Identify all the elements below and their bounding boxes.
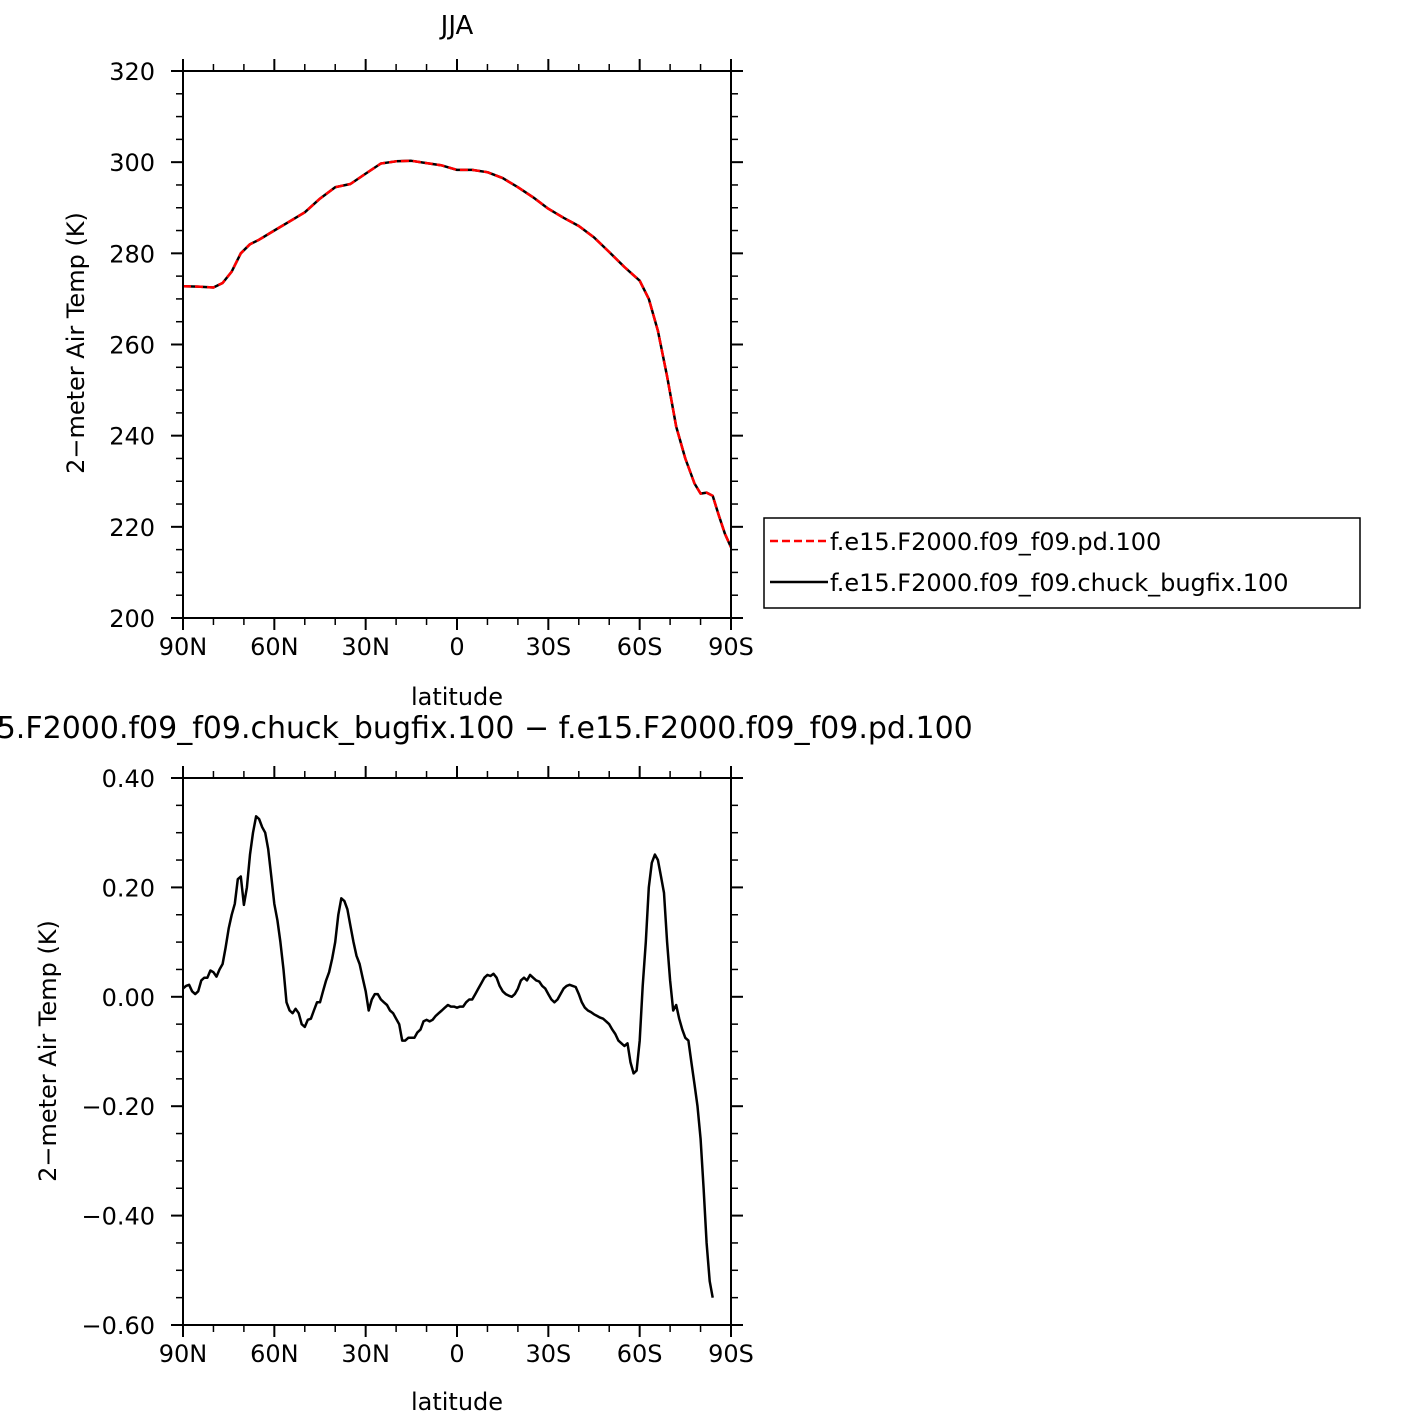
bottom-series-line-0 [182,815,714,1298]
bottom-y-tick-label: 0.40 [102,765,155,793]
top-y-axis-label: 2−meter Air Temp (K) [62,212,90,474]
top-series-line-0 [182,159,733,548]
bottom-x-axis-label: latitude [411,1388,503,1416]
bottom-x-tick-label: 30N [341,1340,390,1368]
legend: f.e15.F2000.f09_f09.pd.100 f.e15.F2000.f… [763,517,1361,609]
top-plot-frame [182,70,732,619]
top-y-tick-label: 260 [109,332,155,360]
legend-label-bugfix: f.e15.F2000.f09_f09.chuck_bugfix.100 [830,569,1289,597]
bottom-x-tick-label: 60N [250,1340,299,1368]
bottom-y-tick-label: 0.20 [102,874,155,902]
bottom-ticks: 90N 60N 30N 0 30S 60S 90S 0.40 0.20 0.00 −0.20 −0.4… [81,765,753,1368]
top-x-axis-label: latitude [411,683,503,711]
top-x-tick-label: 90N [159,633,208,661]
bottom-plot-frame [182,777,732,1326]
top-x-tick-label: 0 [449,633,464,661]
top-series-line-1 [182,159,733,548]
top-chart-title: JJA [439,11,474,41]
bottom-y-tick-label: −0.40 [81,1203,155,1231]
top-series-lines [182,159,733,548]
top-y-tick-label: 240 [109,423,155,451]
top-y-tick-label: 300 [109,149,155,177]
legend-label-pd: f.e15.F2000.f09_f09.pd.100 [830,528,1161,556]
top-y-tick-label: 320 [109,58,155,86]
bottom-series-lines [182,815,714,1298]
top-y-tick-label: 220 [109,514,155,542]
bottom-x-tick-label: 90N [159,1340,208,1368]
bottom-x-tick-label: 60S [617,1340,663,1368]
bottom-y-tick-label: −0.60 [81,1312,155,1340]
top-ticks: 90N 60N 30N 0 30S 60S 90S 200 220 240 260 280 300 320 [109,58,754,661]
top-y-tick-label: 280 [109,240,155,268]
legend-box [763,517,1361,609]
top-x-tick-label: 30S [525,633,571,661]
top-y-tick-label: 200 [109,605,155,633]
bottom-panel: f.e15.F2000.f09_f09.chuck_bugfix.100 − f… [0,711,973,1416]
top-x-tick-label: 60N [250,633,299,661]
bottom-y-tick-label: −0.20 [81,1093,155,1121]
bottom-x-tick-label: 30S [525,1340,571,1368]
bottom-chart-title: f.e15.F2000.f09_f09.chuck_bugfix.100 − f… [0,711,973,746]
top-x-tick-label: 30N [341,633,390,661]
top-x-tick-label: 90S [708,633,754,661]
bottom-y-axis-label: 2−meter Air Temp (K) [34,920,62,1182]
bottom-x-tick-label: 0 [449,1340,464,1368]
top-panel: JJA 2−meter Air Temp (K) latitude 90N 60N… [62,11,754,711]
top-x-tick-label: 60S [617,633,663,661]
bottom-x-tick-label: 90S [708,1340,754,1368]
bottom-y-tick-label: 0.00 [102,984,155,1012]
